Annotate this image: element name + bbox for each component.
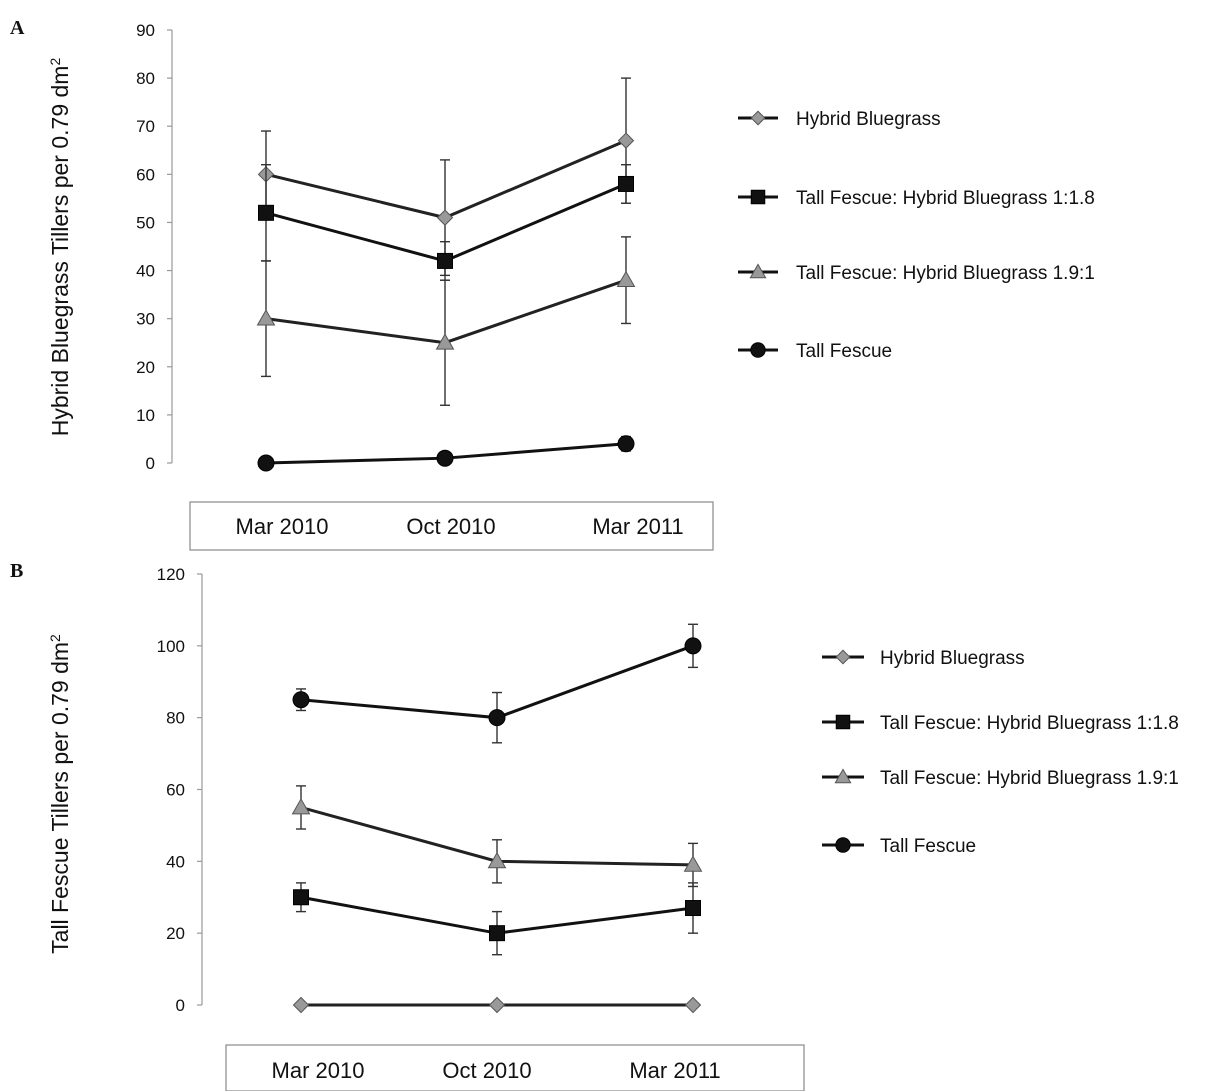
x-category-box	[225, 1044, 805, 1091]
legend-item: Tall Fescue: Hybrid Bluegrass 1:1.8	[738, 188, 1095, 209]
y-tick-label: 0	[176, 996, 185, 1015]
series-2	[258, 164, 634, 281]
y-tick-label: 80	[166, 709, 185, 728]
data-point	[437, 252, 453, 269]
x-tick-label: Mar 2010	[272, 1058, 365, 1083]
legend-label: Tall Fescue: Hybrid Bluegrass 1.9:1	[796, 263, 1095, 284]
y-axis-label-superscript: 2	[47, 58, 63, 66]
x-tick-label: Oct 2010	[406, 514, 495, 539]
legend-item: Tall Fescue	[738, 341, 892, 362]
y-tick-label: 20	[166, 924, 185, 943]
legend-item: Tall Fescue: Hybrid Bluegrass 1:1.8	[822, 713, 1179, 734]
data-point	[684, 996, 702, 1014]
legend: Hybrid Bluegrass Tall Fescue: Hybrid Blue…	[738, 109, 1095, 362]
y-tick-label: 70	[136, 117, 155, 136]
y-tick-label: 0	[146, 454, 155, 473]
x-tick-label: Oct 2010	[442, 1058, 531, 1083]
data-point	[618, 175, 634, 192]
series-3	[256, 236, 636, 406]
data-point	[293, 889, 309, 906]
y-tick-label: 120	[157, 565, 185, 584]
legend-label: Hybrid Bluegrass	[880, 648, 1025, 669]
y-tick-label: 100	[157, 637, 185, 656]
legend-label: Tall Fescue	[796, 341, 892, 362]
legend-label: Tall Fescue: Hybrid Bluegrass 1.9:1	[880, 768, 1179, 789]
x-tick-label: Mar 2011	[629, 1058, 720, 1083]
legend-marker	[749, 263, 767, 279]
legend-marker	[835, 714, 851, 730]
panel-b: B 0 20 40 60 80 100 120 Tall Fescue Tillers per …	[10, 560, 1179, 1091]
data-point	[435, 333, 455, 350]
legend-marker	[835, 649, 851, 665]
data-point	[256, 309, 276, 326]
y-tick-label: 10	[136, 406, 155, 425]
y-axis-label-superscript: 2	[47, 634, 63, 642]
data-point	[617, 435, 635, 453]
y-tick-label: 40	[136, 262, 155, 281]
data-point	[292, 996, 310, 1014]
legend-label: Tall Fescue	[880, 836, 976, 857]
data-point	[291, 797, 311, 815]
y-axis-label: Hybrid Bluegrass Tillers per 0.79 dm2	[47, 58, 73, 437]
legend: Hybrid Bluegrass Tall Fescue: Hybrid Blue…	[822, 648, 1179, 857]
series-2	[293, 882, 701, 956]
data-point	[436, 449, 454, 467]
data-point	[436, 209, 454, 226]
x-category-box	[189, 501, 714, 551]
y-tick-label: 90	[136, 21, 155, 40]
data-point	[487, 851, 507, 869]
data-point	[258, 204, 274, 221]
data-point	[684, 637, 702, 655]
data-point	[617, 132, 635, 149]
series-1	[292, 996, 702, 1014]
legend-label: Tall Fescue: Hybrid Bluegrass 1:1.8	[796, 188, 1095, 209]
data-point	[616, 270, 636, 288]
y-tick-label: 40	[166, 852, 185, 871]
legend-marker	[750, 342, 766, 358]
legend-label: Hybrid Bluegrass	[796, 109, 941, 130]
x-tick-label: Mar 2011	[592, 514, 683, 539]
series-4	[292, 623, 702, 744]
legend-marker	[835, 837, 851, 853]
legend-label: Tall Fescue: Hybrid Bluegrass 1:1.8	[880, 713, 1179, 734]
y-tick-label: 30	[136, 310, 155, 329]
legend-item: Tall Fescue	[822, 836, 976, 857]
series-line	[265, 278, 627, 345]
series-1	[257, 77, 635, 277]
data-point	[489, 925, 505, 942]
data-point	[488, 996, 506, 1014]
x-tick-label: Mar 2010	[236, 514, 329, 539]
y-tick-label: 80	[136, 69, 155, 88]
data-point	[685, 900, 701, 917]
y-tick-label: 50	[136, 213, 155, 232]
legend-item: Tall Fescue: Hybrid Bluegrass 1.9:1	[822, 768, 1179, 789]
legend-marker	[750, 110, 766, 126]
y-tick-label: 20	[136, 358, 155, 377]
legend-item: Hybrid Bluegrass	[738, 109, 941, 130]
y-tick-label: 60	[136, 165, 155, 184]
series-4	[257, 435, 635, 472]
data-point	[257, 454, 275, 472]
data-point	[683, 855, 703, 872]
legend-marker	[750, 189, 766, 205]
series-3	[291, 785, 703, 888]
y-tick-label: 60	[166, 781, 185, 800]
y-axis-label: Tall Fescue Tillers per 0.79 dm2	[47, 634, 73, 954]
panel-a: A 0 10 20 30 40 50 60 70 80 90 Hybrid Bluegrass Til…	[10, 17, 1095, 551]
legend-item: Hybrid Bluegrass	[822, 648, 1025, 669]
panel-letter: A	[10, 17, 25, 39]
data-point	[292, 691, 310, 709]
data-point	[488, 709, 506, 727]
legend-marker	[834, 768, 852, 784]
panel-letter: B	[10, 560, 23, 582]
legend-item: Tall Fescue: Hybrid Bluegrass 1.9:1	[738, 263, 1095, 284]
